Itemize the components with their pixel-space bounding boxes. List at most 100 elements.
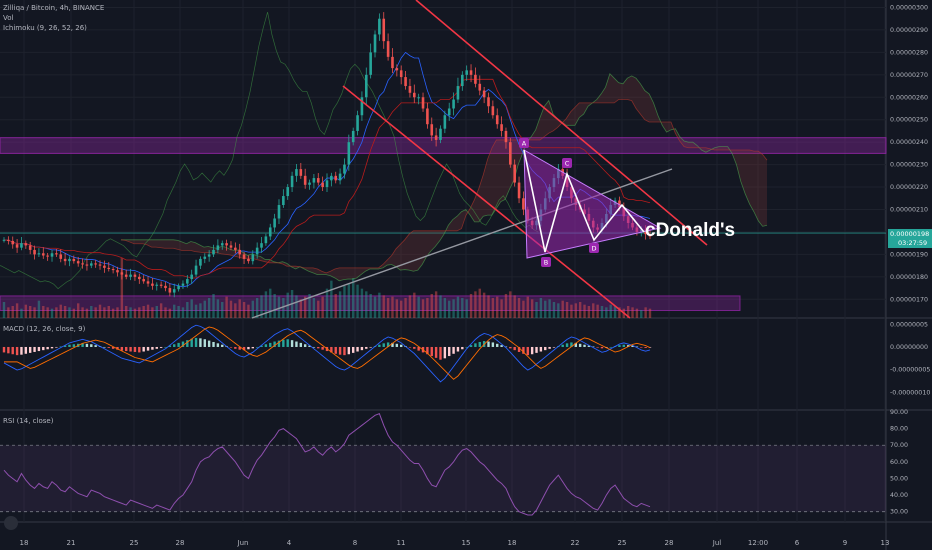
macd-histogram-bar [517, 346, 521, 352]
macd-histogram-bar [190, 338, 193, 347]
candle-body [234, 247, 237, 250]
candle-body [28, 245, 32, 250]
time-tick-label: 13 [881, 539, 890, 547]
volume-bar [168, 308, 172, 318]
candle-body [469, 70, 473, 75]
macd-histogram-bar [20, 346, 23, 355]
macd-pane[interactable] [2, 324, 652, 383]
volume-bar [120, 258, 124, 318]
macd-label[interactable]: MACD (12, 26, close, 9) [3, 325, 86, 333]
candle-body [220, 243, 224, 246]
volume-bar [177, 306, 180, 318]
volume-bar [129, 307, 132, 318]
candle-body [7, 239, 10, 241]
volume-bar [413, 292, 416, 318]
volume-bar [255, 298, 259, 318]
macd-histogram-bar [7, 346, 10, 354]
vol-label[interactable]: Vol [3, 14, 14, 22]
rsi-pane[interactable] [0, 413, 886, 516]
rsi-tick-label: 80.00 [890, 426, 908, 433]
time-tick-label: 15 [462, 539, 471, 547]
macd-histogram-bar [378, 344, 381, 347]
macd-histogram-bar [548, 346, 551, 349]
macd-histogram-bar [530, 346, 534, 355]
candle-body [124, 274, 128, 277]
volume-bar [487, 295, 490, 318]
macd-histogram-bar [59, 346, 62, 348]
candle-body [76, 261, 80, 264]
volume-bar [626, 306, 630, 318]
macd-histogram-bar [356, 346, 359, 352]
candle-body [159, 284, 163, 286]
macd-histogram-bar [173, 344, 176, 347]
volume-bar [530, 299, 534, 318]
candle-body [190, 274, 193, 280]
time-tick-label: 6 [795, 539, 800, 547]
candle-body [443, 115, 447, 129]
macd-histogram-bar [155, 346, 158, 349]
macd-histogram-bar [312, 346, 316, 348]
candle-body [465, 70, 468, 75]
volume-bar [81, 307, 84, 318]
candle-body [199, 258, 202, 266]
volume-bar [221, 302, 224, 318]
macd-histogram-bar [2, 346, 6, 353]
time-tick-label: 12:00 [748, 539, 768, 547]
macd-histogram-bar [622, 344, 626, 347]
candle-body [146, 281, 150, 284]
volume-bar [338, 291, 342, 318]
candle-body [447, 108, 451, 116]
macd-histogram-bar [159, 346, 163, 348]
candle-body [364, 74, 368, 98]
volume-bar [77, 303, 80, 318]
candle-body [487, 97, 490, 107]
macd-histogram-bar [465, 346, 468, 348]
macd-histogram-bar [290, 340, 294, 347]
macd-histogram-bar [640, 346, 643, 348]
rsi-label[interactable]: RSI (14, close) [3, 417, 54, 425]
main-pane[interactable]: A B C D [0, 0, 887, 319]
volume-bar [421, 299, 425, 318]
volume-bar [404, 298, 407, 318]
macd-histogram-bar [308, 345, 311, 347]
candle-body [391, 56, 394, 69]
candle-body [273, 218, 276, 228]
volume-bar [596, 304, 599, 318]
candle-body [72, 258, 76, 262]
symbol-title[interactable]: Zilliqa / Bitcoin, 4h, BINANCE [3, 4, 105, 12]
volume-bar [644, 307, 647, 318]
volume-bar [260, 295, 263, 318]
candle-body [360, 97, 364, 116]
volume-bar [251, 300, 254, 318]
time-tick-label: 18 [508, 539, 517, 547]
time-tick-label: 21 [67, 539, 76, 547]
candle-body [500, 124, 503, 131]
candle-body [177, 285, 180, 290]
candle-body [59, 254, 63, 259]
volume-bar [2, 302, 6, 318]
time-axis[interactable]: 18 21 25 28 Jun 4 8 11 15 18 22 25 28 Jul 12:00 6 9 13 [20, 539, 890, 547]
volume-bar [561, 300, 564, 318]
macd-histogram-bar [207, 340, 211, 347]
volume-bar [90, 306, 93, 318]
macd-histogram-bar [186, 340, 189, 347]
candle-body [98, 264, 102, 266]
time-tick-label: 11 [397, 539, 406, 547]
ichimoku-label[interactable]: Ichimoku (9, 26, 52, 26) [3, 24, 87, 32]
price-tick-label: 0.00000270 [890, 72, 928, 79]
tradingview-logo-icon[interactable] [4, 516, 18, 530]
volume-bar [325, 288, 329, 318]
macd-histogram-bar [618, 345, 621, 347]
candle-body [343, 164, 346, 174]
macd-histogram-bar [631, 345, 634, 347]
candle-body [120, 272, 124, 275]
volume-bar [482, 292, 486, 318]
volume-bar [382, 295, 385, 318]
candle-body [648, 234, 652, 237]
volume-bar [299, 299, 303, 318]
candle-body [417, 97, 420, 99]
macd-tick-label: -0.00000005 [890, 367, 930, 374]
macd-histogram-bar [592, 346, 595, 348]
volume-bar [203, 300, 206, 318]
